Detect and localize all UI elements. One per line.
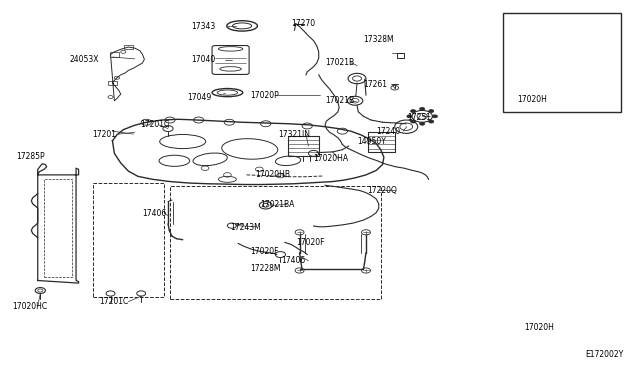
Circle shape (411, 120, 416, 123)
Text: 17270: 17270 (291, 19, 316, 28)
Text: 17040: 17040 (191, 55, 215, 64)
Text: 17201C: 17201C (140, 121, 169, 129)
Circle shape (433, 115, 438, 118)
Text: 17201: 17201 (92, 129, 116, 139)
Circle shape (407, 115, 412, 118)
Text: 17285P: 17285P (16, 152, 45, 161)
Text: 17020HA: 17020HA (314, 154, 349, 163)
Circle shape (429, 120, 434, 123)
Text: 17020HB: 17020HB (255, 170, 290, 179)
Text: 17240: 17240 (376, 126, 401, 136)
Text: 17021B: 17021B (325, 58, 354, 67)
Text: 17243M: 17243M (230, 223, 261, 232)
Text: 17020F: 17020F (296, 238, 324, 247)
Text: 17261: 17261 (363, 80, 387, 89)
Circle shape (411, 110, 416, 113)
Text: 17228M: 17228M (250, 264, 280, 273)
Text: 17020H: 17020H (524, 323, 554, 332)
Text: 17321IN: 17321IN (278, 130, 310, 140)
Text: 17406: 17406 (282, 256, 306, 265)
Text: 17020P: 17020P (250, 91, 278, 100)
Text: 14950Y: 14950Y (357, 137, 386, 146)
Text: 17020H: 17020H (517, 95, 547, 104)
Text: 24053X: 24053X (70, 55, 99, 64)
Circle shape (420, 122, 425, 125)
Text: 17020HC: 17020HC (12, 302, 47, 311)
Text: 17220Q: 17220Q (367, 186, 397, 195)
Text: 17406: 17406 (143, 209, 166, 218)
Text: 17021BA: 17021BA (260, 200, 294, 209)
Ellipse shape (519, 25, 604, 55)
Text: 17201C: 17201C (100, 297, 129, 306)
Text: 17343: 17343 (191, 22, 215, 31)
Text: 17020F: 17020F (250, 247, 278, 256)
Text: 17251: 17251 (407, 113, 431, 122)
FancyBboxPatch shape (502, 13, 621, 112)
Text: E172002Y: E172002Y (585, 350, 623, 359)
Circle shape (420, 108, 425, 110)
Text: 17328M: 17328M (363, 35, 394, 44)
Text: 17021B: 17021B (325, 96, 354, 105)
Text: 17049: 17049 (187, 93, 211, 102)
Circle shape (429, 110, 434, 113)
